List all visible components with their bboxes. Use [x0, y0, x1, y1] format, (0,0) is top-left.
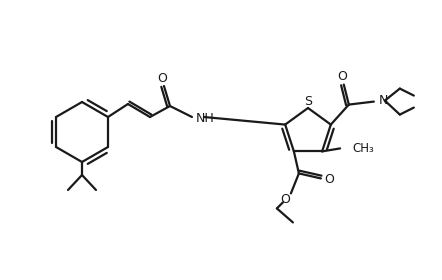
Text: O: O — [324, 173, 334, 186]
Text: N: N — [379, 94, 388, 107]
Text: O: O — [157, 71, 167, 85]
Text: S: S — [304, 95, 312, 108]
Text: O: O — [337, 70, 347, 83]
Text: CH₃: CH₃ — [352, 142, 374, 155]
Text: O: O — [280, 193, 290, 206]
Text: NH: NH — [196, 111, 215, 125]
